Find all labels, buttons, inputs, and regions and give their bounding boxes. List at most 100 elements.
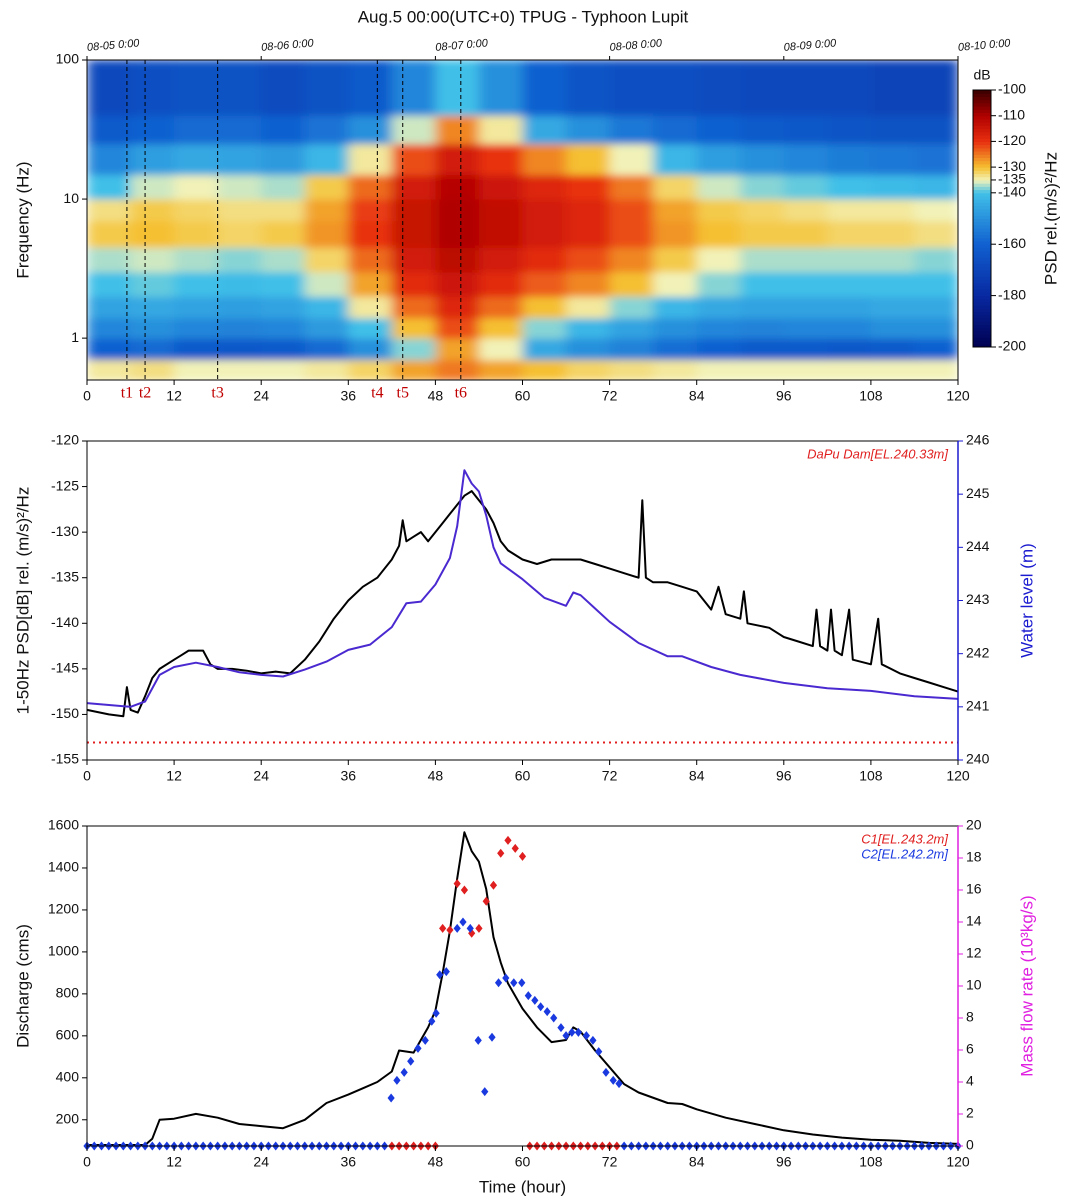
- heat-cell: [304, 247, 349, 273]
- heat-cell: [914, 338, 958, 361]
- heat-cell: [391, 271, 436, 297]
- y2-tick-label: 240: [966, 751, 990, 767]
- x-tick-label: 12: [166, 1154, 182, 1170]
- heat-cell: [566, 220, 611, 248]
- x-tick-label: 84: [689, 388, 705, 404]
- heat-cell: [130, 143, 175, 176]
- heat-cell: [696, 199, 741, 222]
- heat-cell: [696, 338, 741, 361]
- colorbar-strip: [973, 305, 991, 309]
- heat-cell: [435, 359, 480, 380]
- heat-cell: [304, 220, 349, 248]
- colorbar-strip: [973, 147, 991, 152]
- y2-tick-label: 6: [966, 1041, 974, 1057]
- heat-cell: [740, 174, 785, 200]
- heat-cell: [217, 115, 262, 145]
- heat-cell: [174, 271, 219, 297]
- diamond-marker: [602, 1067, 610, 1077]
- heat-cell: [696, 220, 741, 248]
- heat-cell: [914, 174, 958, 200]
- colorbar-strip: [973, 231, 991, 236]
- y-tick-label: 100: [56, 51, 80, 67]
- y-axis-label: Frequency (Hz): [13, 161, 32, 278]
- y2-tick-label: 242: [966, 644, 990, 660]
- colorbar-strip: [973, 154, 991, 158]
- x-tick-label: 48: [428, 388, 444, 404]
- y-tick-label: 1000: [48, 943, 79, 959]
- heat-cell: [87, 60, 132, 116]
- diamond-marker: [489, 880, 498, 890]
- colorbar-strip: [973, 244, 991, 248]
- heat-cell: [174, 115, 219, 145]
- colorbar-strip: [973, 93, 991, 97]
- heat-cell: [914, 296, 958, 319]
- heat-cell: [609, 296, 654, 319]
- heat-cell: [391, 317, 436, 339]
- heat-cell: [348, 220, 393, 248]
- heat-cell: [174, 359, 219, 380]
- x-tick-label: 96: [776, 1154, 792, 1170]
- series-line: [87, 831, 959, 1146]
- colorbar-strip: [973, 189, 991, 194]
- heat-cell: [566, 60, 611, 116]
- heat-cell: [435, 143, 480, 176]
- diamond-marker: [494, 978, 503, 988]
- heat-cell: [696, 271, 741, 297]
- heat-cell: [609, 271, 654, 297]
- heat-cell: [261, 174, 306, 200]
- heat-cell: [783, 143, 828, 176]
- heat-cell: [478, 338, 524, 361]
- heat-cell: [827, 220, 872, 248]
- heat-cell: [783, 60, 828, 116]
- colorbar-title: dB: [973, 67, 990, 83]
- diamond-marker: [400, 1067, 408, 1077]
- diamond-marker: [595, 1047, 603, 1057]
- colorbar-strip: [973, 289, 991, 293]
- x-tick-label: 24: [253, 388, 269, 404]
- heat-cell: [87, 296, 132, 319]
- heat-cell: [348, 359, 393, 380]
- heat-cell: [391, 220, 436, 248]
- colorbar-strip: [973, 167, 991, 171]
- diamond-marker: [518, 978, 526, 988]
- x-tick-label: 60: [515, 768, 531, 784]
- diamond-marker: [446, 925, 454, 935]
- heat-cell: [391, 296, 436, 319]
- heat-cell: [740, 60, 785, 116]
- heat-cell: [435, 60, 480, 116]
- y2-tick-label: 4: [966, 1073, 974, 1089]
- y-tick-label: -155: [51, 751, 79, 767]
- heat-cell: [435, 247, 480, 273]
- heat-cell: [522, 271, 567, 297]
- heat-cell: [696, 247, 741, 273]
- heat-cell: [261, 199, 306, 222]
- heat-cell: [522, 338, 567, 361]
- colorbar-strip: [973, 106, 991, 110]
- heat-cell: [827, 359, 872, 380]
- colorbar-frame: [972, 89, 992, 348]
- y2-tick-label: 245: [966, 485, 990, 501]
- heat-cell: [870, 199, 916, 222]
- heat-cell: [304, 174, 349, 200]
- y-axis-label: 1-50Hz PSD[dB] rel. (m/s)²/Hz: [13, 487, 32, 715]
- heat-cell: [304, 60, 349, 116]
- y2-tick-label: 0: [966, 1137, 974, 1153]
- colorbar-strip: [973, 96, 991, 101]
- heat-cell: [348, 143, 393, 176]
- y-tick-label: -140: [51, 614, 79, 630]
- heat-cell: [261, 317, 306, 339]
- x-tick-label: 72: [602, 768, 618, 784]
- y2-axis-label: Mass flow rate (10³kg/s): [1017, 895, 1036, 1076]
- heat-cell: [914, 317, 958, 339]
- colorbar-strip: [973, 343, 991, 348]
- colorbar-strip: [973, 234, 991, 239]
- heat-cell: [740, 271, 785, 297]
- diamond-marker: [481, 1087, 489, 1097]
- heat-cell: [391, 247, 436, 273]
- diamond-marker: [488, 1032, 496, 1042]
- heat-cell: [87, 220, 132, 248]
- heat-cell: [217, 60, 262, 116]
- heat-cell: [827, 115, 872, 145]
- heat-cell: [522, 115, 567, 145]
- legend-entry: C1[EL.243.2m]: [861, 831, 948, 846]
